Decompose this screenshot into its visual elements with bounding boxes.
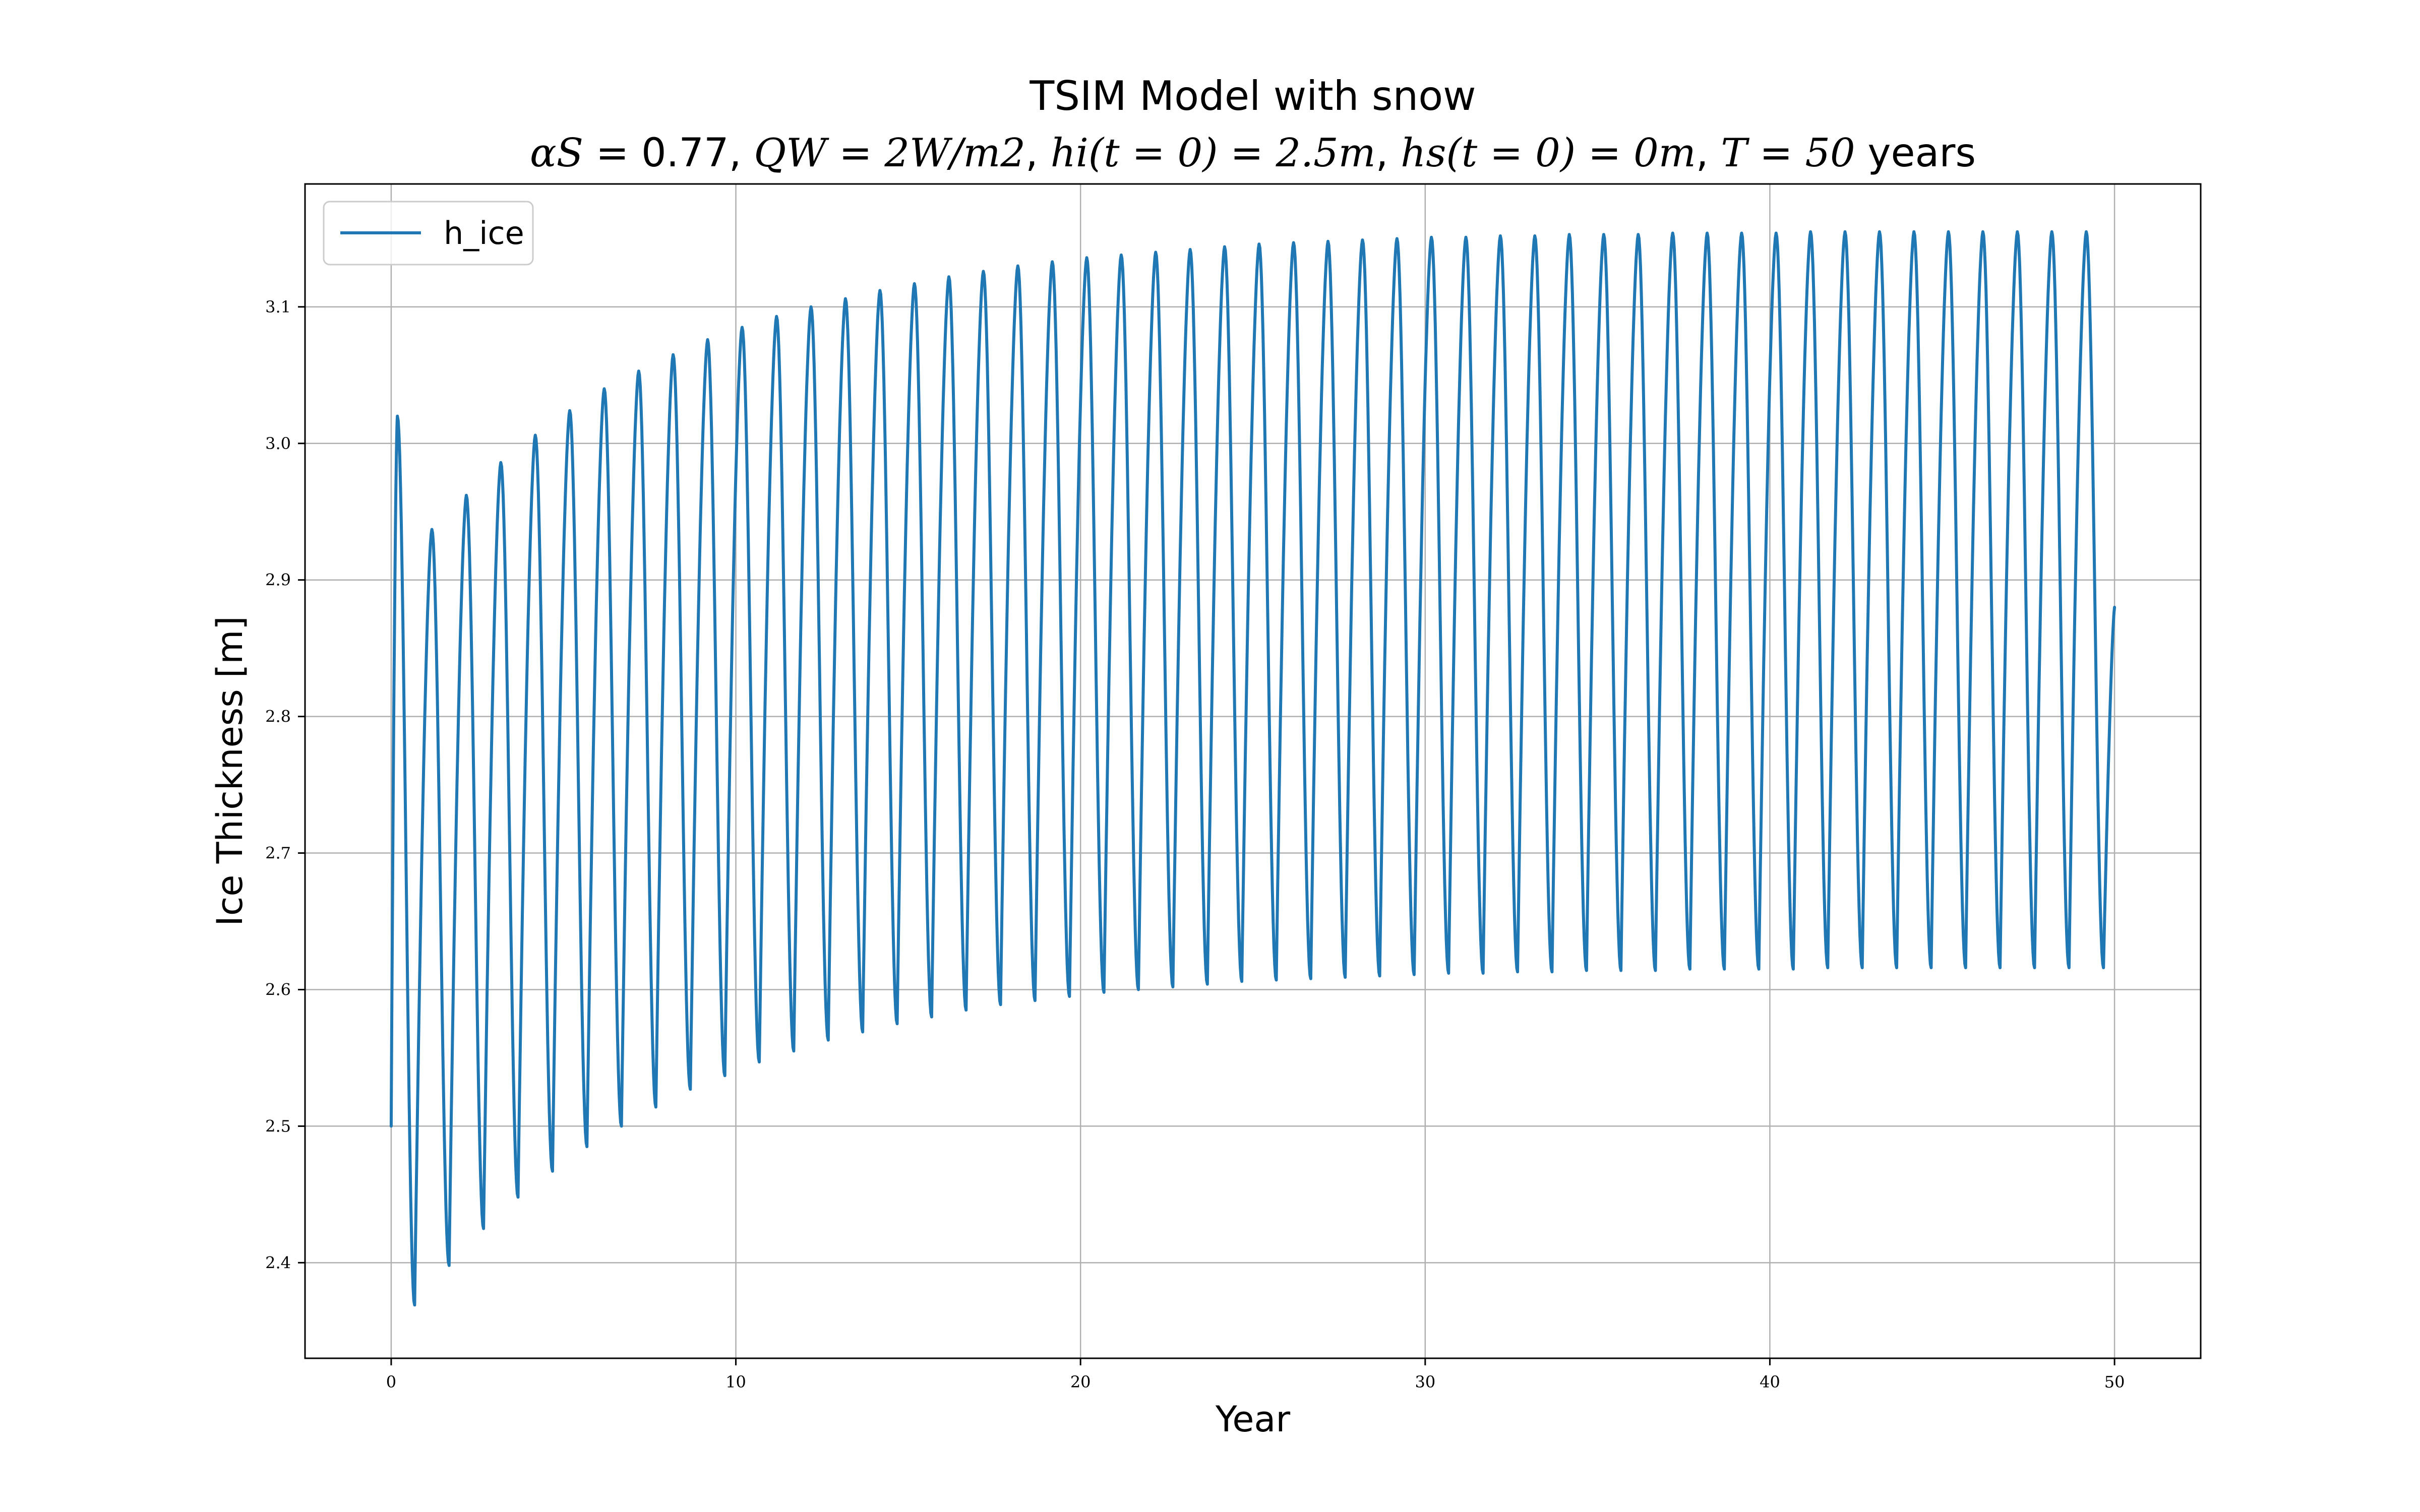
chart-subtitle: αS = 0.77, QW = 2W/m2, hi(t = 0) = 2.5m,…: [530, 131, 1976, 176]
x-axis-label: Year: [1215, 1399, 1290, 1440]
y-tick-label: 2.6: [265, 980, 291, 999]
x-tick-label: 30: [1415, 1372, 1435, 1392]
y-tick-label: 3.1: [265, 297, 291, 317]
series-line-h-ice: [389, 230, 2116, 1307]
x-tick-label: 20: [1070, 1372, 1091, 1392]
y-tick-label: 2.4: [265, 1253, 291, 1272]
y-tick-label: 2.5: [265, 1116, 291, 1136]
series-layer: [389, 230, 2116, 1307]
legend-label: h_ice: [444, 215, 524, 251]
y-tick-label: 2.8: [265, 707, 291, 726]
axis-ticks: 0 10 20 30 40 50 2.4 2.5 2.6 2.7 2.8 2.9 3.0 3.1: [265, 297, 2125, 1392]
y-tick-label: 2.7: [265, 844, 291, 863]
x-tick-label: 40: [1760, 1372, 1780, 1392]
x-tick-label: 10: [725, 1372, 746, 1392]
legend: h_ice: [323, 201, 534, 266]
y-tick-label: 3.0: [265, 434, 291, 453]
y-axis-label: Ice Thickness [m]: [209, 616, 251, 926]
chart-title: TSIM Model with snow: [1029, 73, 1476, 119]
x-tick-label: 50: [2104, 1372, 2125, 1392]
axes-frame: [304, 183, 2202, 1359]
legend-box: [323, 201, 534, 266]
x-tick-label: 0: [386, 1372, 396, 1392]
y-tick-label: 2.9: [265, 571, 291, 590]
